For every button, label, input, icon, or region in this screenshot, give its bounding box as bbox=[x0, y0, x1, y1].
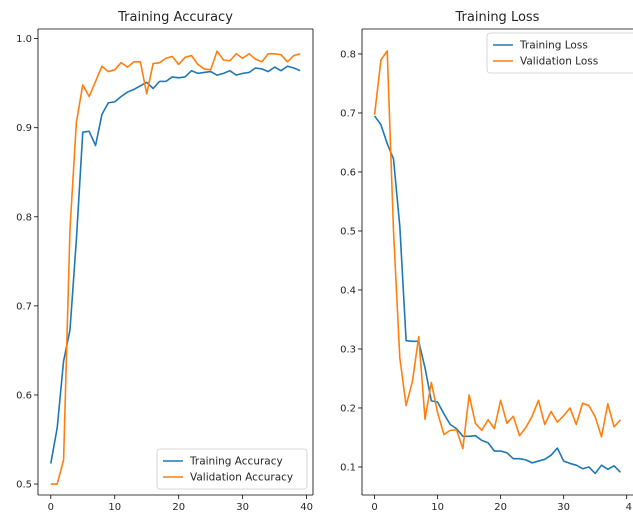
chart-title: Training Accuracy bbox=[117, 10, 233, 25]
y-tick-label: 0.9 bbox=[16, 123, 32, 134]
series-line-2 bbox=[373, 50, 621, 450]
series-line-1 bbox=[50, 65, 301, 464]
y-tick-label: 0.1 bbox=[340, 462, 356, 473]
x-tick-label: 10 bbox=[108, 502, 121, 513]
y-tick-label: 0.7 bbox=[16, 301, 32, 312]
y-tick-label: 0.7 bbox=[340, 108, 356, 119]
chart-1: Training Accuracy 0 10 20 30 40 0.5 0.6 0.7 0.8 0.… bbox=[16, 10, 314, 513]
y-tick-label: 0.3 bbox=[340, 344, 356, 355]
legend-box bbox=[486, 32, 633, 74]
legend: Training Loss Validation Loss bbox=[486, 32, 633, 74]
chart-2: Training Loss 0 10 20 30 4 0.1 0.2 0.3 0.4 0.5 0.6 0… bbox=[340, 10, 633, 513]
legend-label: Training Loss bbox=[519, 40, 588, 52]
series-line-1 bbox=[373, 115, 621, 475]
x-tick-label: 20 bbox=[494, 502, 507, 513]
series-line-2 bbox=[50, 50, 301, 485]
y-tick-label: 0.4 bbox=[340, 285, 356, 296]
x-tick-label: 20 bbox=[172, 502, 185, 513]
x-tick-label: 30 bbox=[236, 502, 249, 513]
y-tick-label: 0.6 bbox=[16, 390, 32, 401]
x-tick-label: 4 bbox=[626, 502, 632, 513]
legend-box bbox=[156, 448, 308, 490]
legend-label: Training Accuracy bbox=[189, 456, 283, 468]
x-tick-label: 10 bbox=[431, 502, 444, 513]
y-tick-label: 0.6 bbox=[340, 167, 356, 178]
legend-label: Validation Loss bbox=[520, 56, 598, 68]
y-tick-label: 0.5 bbox=[16, 480, 32, 491]
chart-title: Training Loss bbox=[455, 10, 540, 25]
x-tick-label: 0 bbox=[48, 502, 54, 513]
y-tick-label: 0.5 bbox=[340, 226, 356, 237]
x-tick-label: 0 bbox=[371, 502, 377, 513]
legend: Training Accuracy Validation Accuracy bbox=[156, 448, 308, 490]
y-tick-label: 1.0 bbox=[16, 34, 32, 45]
axes-frame bbox=[361, 28, 633, 496]
x-tick-label: 30 bbox=[557, 502, 570, 513]
y-tick-label: 0.8 bbox=[340, 49, 356, 60]
y-tick-label: 0.8 bbox=[16, 212, 32, 223]
axes-frame bbox=[37, 28, 314, 496]
x-tick-label: 40 bbox=[300, 502, 313, 513]
y-tick-label: 0.2 bbox=[340, 403, 356, 414]
legend-label: Validation Accuracy bbox=[190, 472, 293, 484]
